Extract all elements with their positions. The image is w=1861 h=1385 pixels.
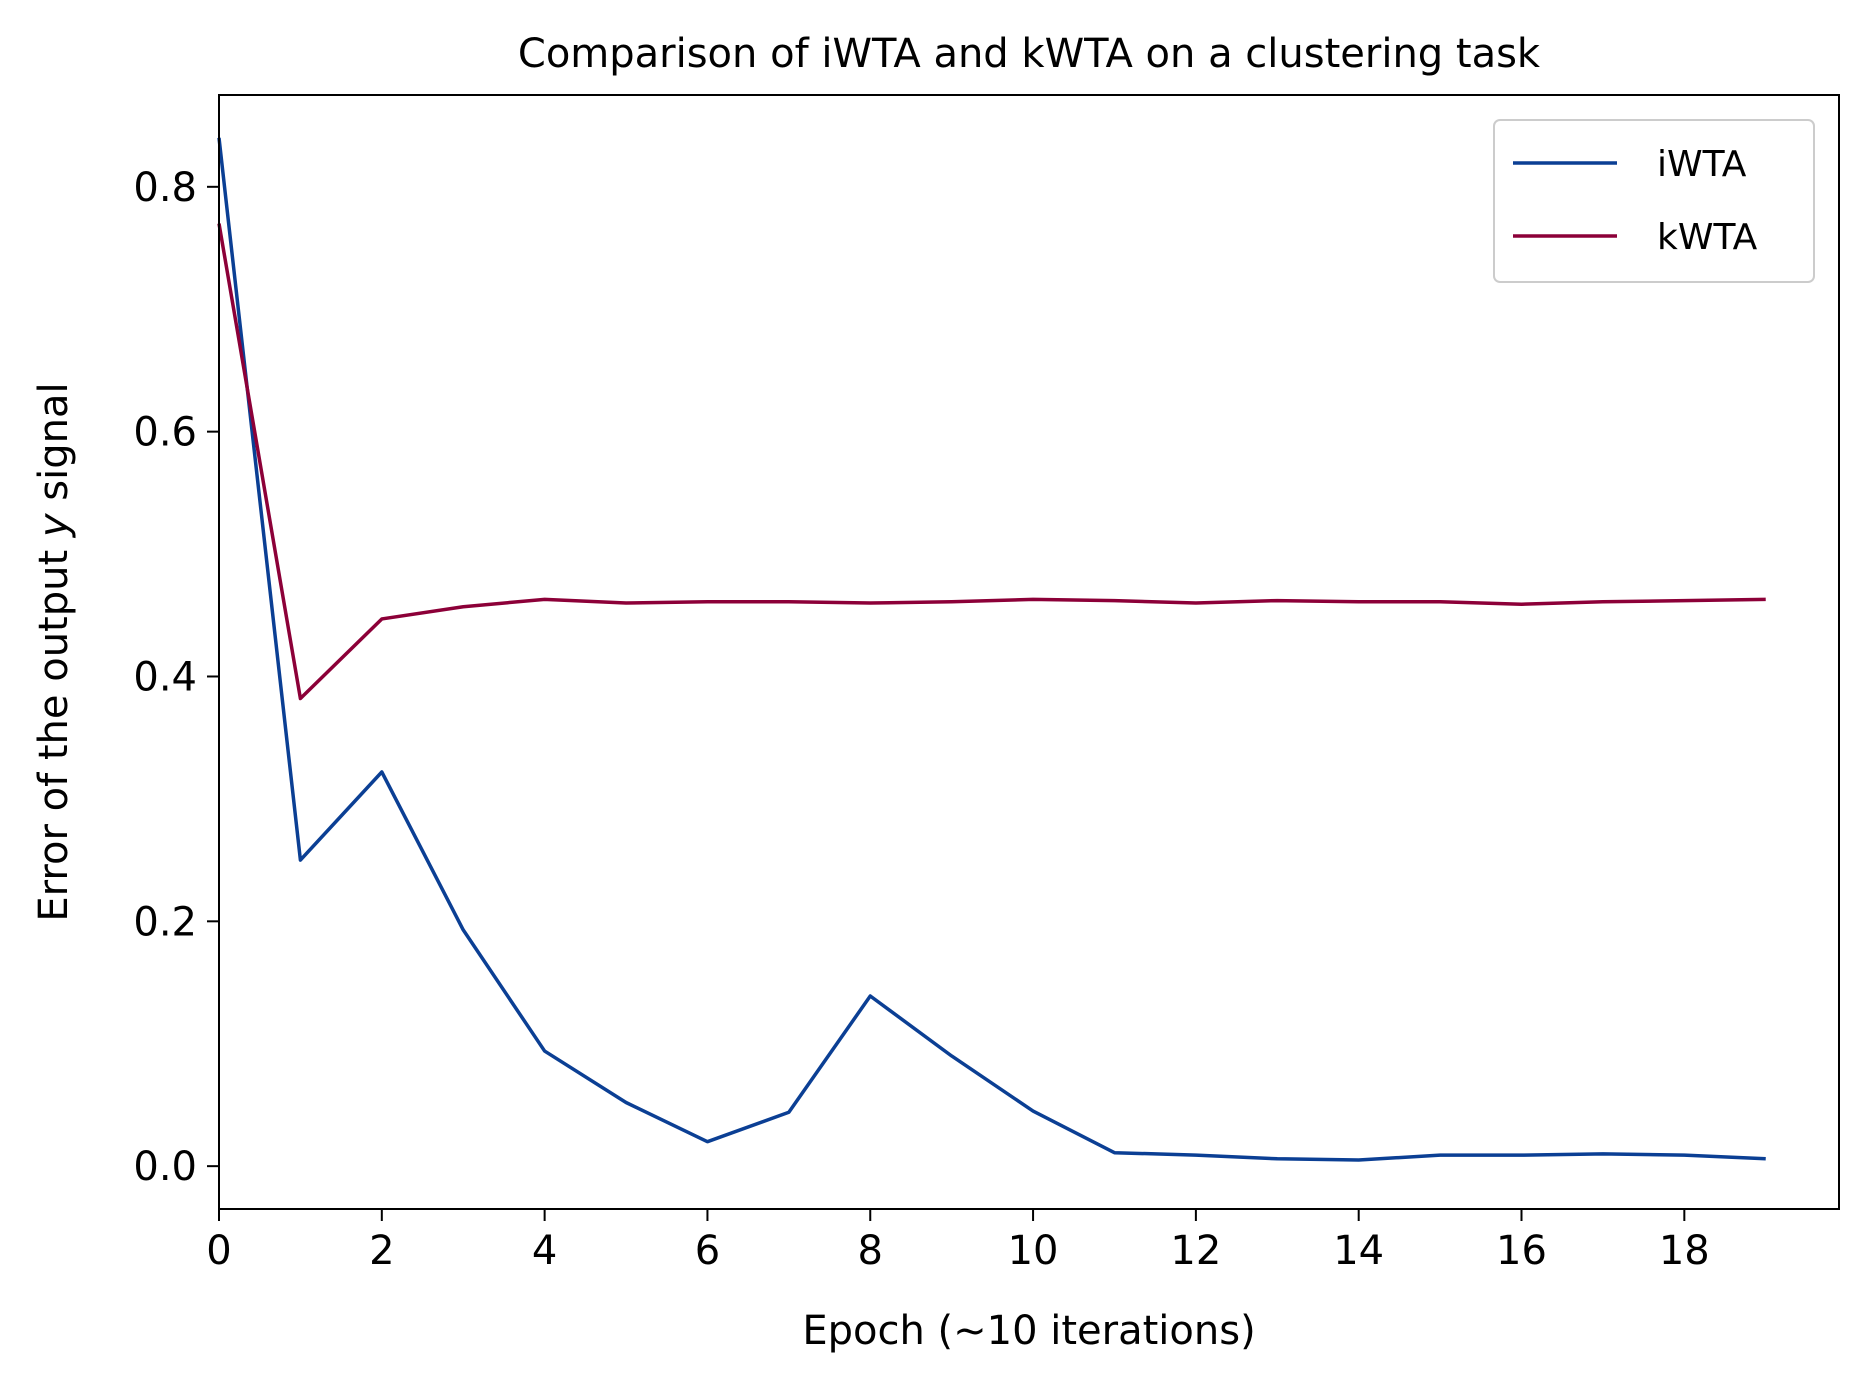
plot-area — [217, 94, 1840, 1210]
x-tick-label: 8 — [858, 1228, 883, 1274]
y-tick-label: 0.6 — [133, 410, 197, 456]
x-tick-label: 14 — [1333, 1228, 1384, 1274]
y-axis-label-suffix: signal — [31, 382, 77, 513]
y-axis-label-prefix: Error of the output — [31, 537, 77, 922]
x-tick-label: 12 — [1170, 1228, 1221, 1274]
y-tick-label: 0.0 — [133, 1144, 197, 1190]
x-tick-label: 18 — [1659, 1228, 1710, 1274]
series-line-kwta — [217, 223, 1766, 701]
legend-label-kwta: kWTA — [1657, 217, 1758, 258]
y-tick-label: 0.4 — [133, 654, 197, 700]
x-tick-label: 4 — [532, 1228, 557, 1274]
chart-title: Comparison of iWTA and kWTA on a cluster… — [518, 31, 1541, 77]
y-axis: 0.0 0.2 0.4 0.6 0.8 — [133, 165, 219, 1190]
y-tick-label: 0.8 — [133, 165, 197, 211]
x-tick-label: 2 — [369, 1228, 394, 1274]
legend-box — [1493, 119, 1815, 283]
legend: iWTA kWTA — [1493, 119, 1815, 283]
legend-label-iwta: iWTA — [1657, 144, 1747, 185]
x-axis: 0 2 4 6 8 10 12 14 16 18 — [206, 1209, 1710, 1274]
plot-frame — [218, 94, 1840, 1210]
x-tick-label: 6 — [695, 1228, 720, 1274]
x-tick-label: 0 — [206, 1228, 231, 1274]
series-line-iwta — [217, 137, 1766, 1162]
series-layer — [217, 137, 1766, 1162]
x-tick-label: 10 — [1008, 1228, 1059, 1274]
x-tick-label: 16 — [1496, 1228, 1547, 1274]
y-tick-label: 0.2 — [133, 899, 197, 945]
y-axis-label-symbol: y — [31, 512, 77, 538]
y-axis-label: Error of the output y signal — [31, 382, 77, 921]
x-axis-label: Epoch (~10 iterations) — [802, 1308, 1255, 1354]
